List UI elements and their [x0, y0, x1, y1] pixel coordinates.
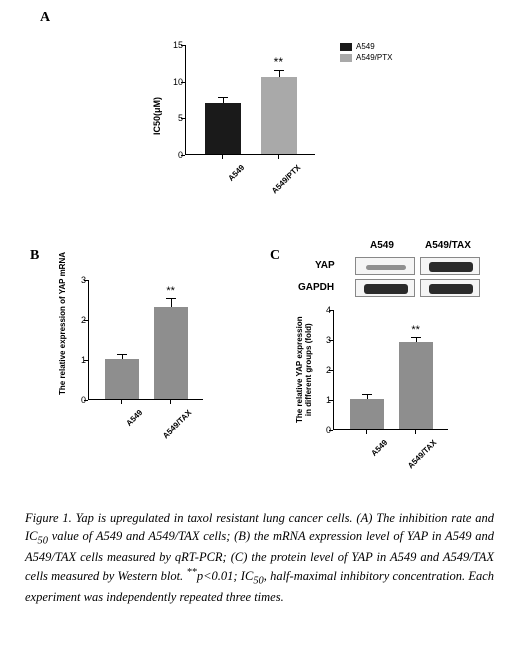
- panel-c-chart: The relative YAP expression in different…: [285, 305, 505, 505]
- panel-a-label: A: [40, 10, 50, 26]
- panelB-bar: [154, 307, 188, 399]
- panel-a-xlabel: A549/PTX: [260, 163, 302, 205]
- panel-b-label: B: [30, 248, 39, 264]
- wb-col-0: A549: [370, 240, 394, 251]
- wb-col-1: A549/TAX: [425, 240, 471, 251]
- panel-c-label: C: [270, 248, 280, 264]
- panel-a-legend: A549 A549/PTX: [340, 42, 392, 64]
- panel-b-axes: **: [88, 280, 203, 400]
- panelC-bar: [399, 342, 433, 429]
- caption-fignum: Figure 1.: [25, 511, 72, 525]
- panelB-xlabel: A549/TAX: [152, 408, 194, 450]
- panel-a-sig: **: [274, 55, 283, 69]
- wb-band-yap-a549tax: [420, 257, 480, 275]
- panel-c-axes: **: [333, 310, 448, 430]
- caption-text-p: p<0.01; IC: [197, 569, 253, 583]
- wb-band-gapdh-a549tax: [420, 279, 480, 297]
- panelB-sig: **: [166, 285, 175, 297]
- caption-sub-1: 50: [38, 535, 48, 546]
- panelB-bar: [105, 359, 139, 399]
- panel-c-ylabel: The relative YAP expression in different…: [295, 316, 313, 423]
- panel-a-legend-row: A549: [340, 42, 392, 51]
- panel-a-xlabel: A549: [205, 163, 247, 205]
- panelB-xlabel: A549: [102, 408, 144, 450]
- figure-caption: Figure 1. Yap is upregulated in taxol re…: [25, 510, 494, 607]
- wb-row-gapdh: GAPDH: [298, 282, 334, 293]
- panelC-xlabel: A549/TAX: [397, 438, 439, 480]
- wb-row-yap: YAP: [315, 260, 335, 271]
- caption-sup: **: [186, 567, 196, 578]
- wb-band-gapdh-a549: [355, 279, 415, 297]
- panel-b-ylabel: The relative expression of YAP mRNA: [58, 252, 67, 395]
- panel-a-bar: [261, 77, 297, 154]
- panel-a-chart: IC50(μM) 051015 ** A549A549/PTX A549A549…: [140, 40, 380, 210]
- caption-sub-2: 50: [253, 576, 263, 587]
- panel-a-axes: **: [185, 45, 315, 155]
- panelC-xlabel: A549: [347, 438, 389, 480]
- panel-a-ylabel: IC50(μM): [152, 97, 162, 135]
- panelC-bar: [350, 399, 384, 429]
- panel-b-chart: The relative expression of YAP mRNA 0123…: [40, 275, 260, 475]
- panel-a-bar: [205, 103, 241, 154]
- wb-band-yap-a549: [355, 257, 415, 275]
- panel-a-legend-row: A549/PTX: [340, 53, 392, 62]
- panelC-sig: **: [411, 324, 420, 336]
